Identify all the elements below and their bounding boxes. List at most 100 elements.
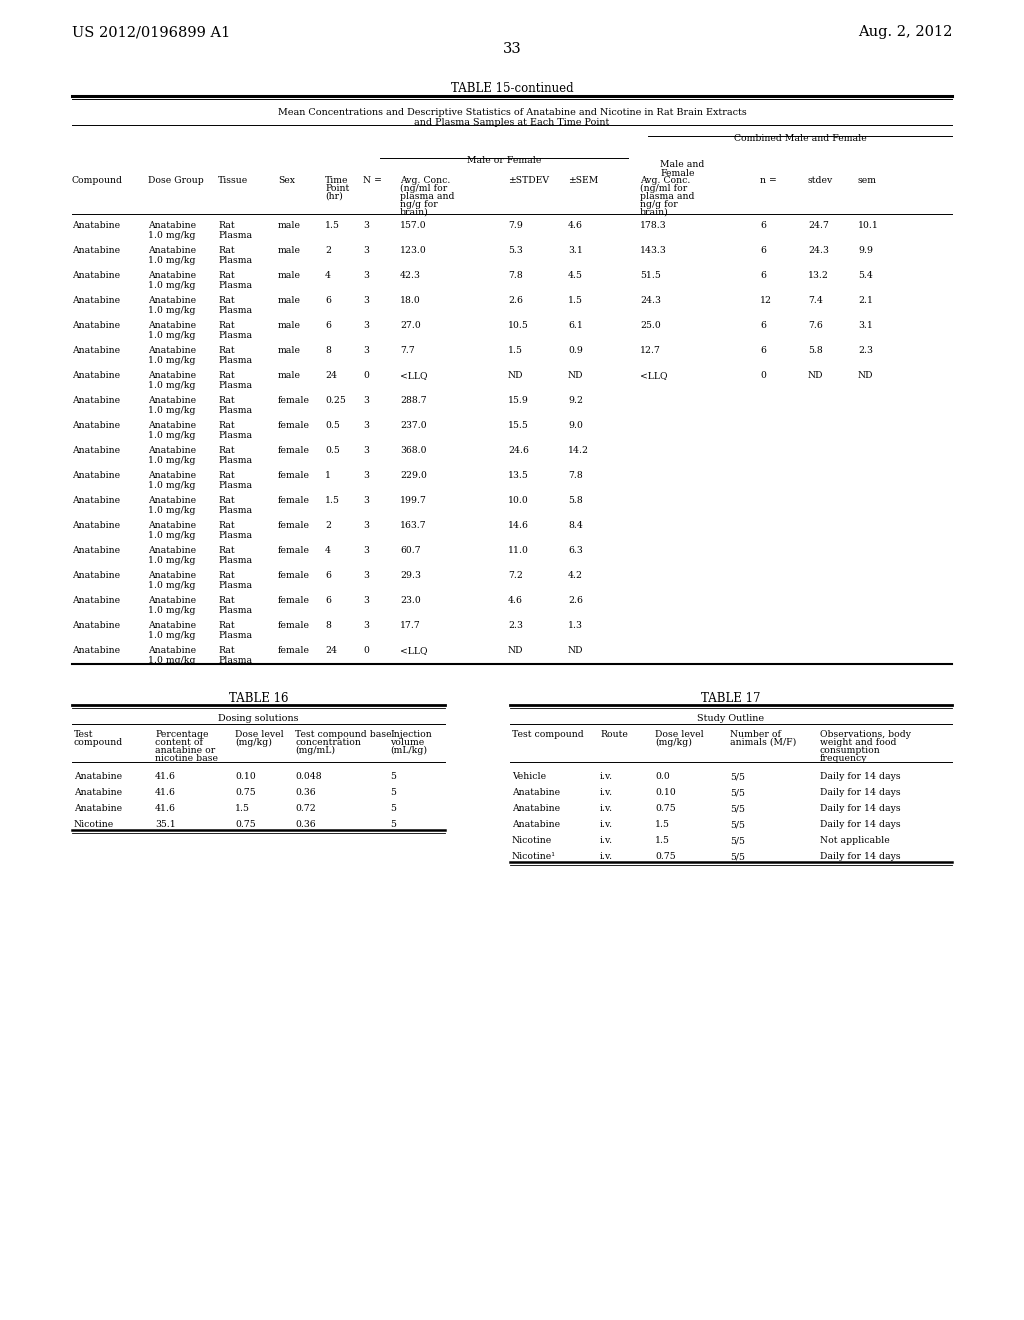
Text: female: female bbox=[278, 572, 310, 579]
Text: (hr): (hr) bbox=[325, 191, 343, 201]
Text: Anatabine: Anatabine bbox=[74, 788, 122, 797]
Text: Anatabine: Anatabine bbox=[72, 446, 120, 455]
Text: Mean Concentrations and Descriptive Statistics of Anatabine and Nicotine in Rat : Mean Concentrations and Descriptive Stat… bbox=[278, 108, 746, 117]
Text: US 2012/0196899 A1: US 2012/0196899 A1 bbox=[72, 25, 230, 40]
Text: 3.1: 3.1 bbox=[858, 321, 872, 330]
Text: 1.0 mg/kg: 1.0 mg/kg bbox=[148, 656, 196, 665]
Text: 0: 0 bbox=[362, 645, 369, 655]
Text: 1.0 mg/kg: 1.0 mg/kg bbox=[148, 480, 196, 490]
Text: Avg. Conc.: Avg. Conc. bbox=[640, 176, 690, 185]
Text: 1.5: 1.5 bbox=[325, 496, 340, 506]
Text: (mL/kg): (mL/kg) bbox=[390, 746, 427, 755]
Text: 6: 6 bbox=[325, 321, 331, 330]
Text: male: male bbox=[278, 321, 301, 330]
Text: Test: Test bbox=[74, 730, 93, 739]
Text: 51.5: 51.5 bbox=[640, 271, 660, 280]
Text: brain): brain) bbox=[400, 209, 429, 216]
Text: animals (M/F): animals (M/F) bbox=[730, 738, 797, 747]
Text: 23.0: 23.0 bbox=[400, 597, 421, 605]
Text: Sex: Sex bbox=[278, 176, 295, 185]
Text: Anatabine: Anatabine bbox=[148, 396, 197, 405]
Text: 33: 33 bbox=[503, 42, 521, 55]
Text: Nicotine: Nicotine bbox=[74, 820, 115, 829]
Text: Rat: Rat bbox=[218, 620, 234, 630]
Text: 60.7: 60.7 bbox=[400, 546, 421, 554]
Text: female: female bbox=[278, 597, 310, 605]
Text: Anatabine: Anatabine bbox=[72, 220, 120, 230]
Text: 0.75: 0.75 bbox=[234, 820, 256, 829]
Text: Rat: Rat bbox=[218, 271, 234, 280]
Text: Anatabine: Anatabine bbox=[148, 597, 197, 605]
Text: 1.0 mg/kg: 1.0 mg/kg bbox=[148, 606, 196, 615]
Text: Rat: Rat bbox=[218, 246, 234, 255]
Text: Rat: Rat bbox=[218, 346, 234, 355]
Text: 7.9: 7.9 bbox=[508, 220, 523, 230]
Text: 6.1: 6.1 bbox=[568, 321, 583, 330]
Text: female: female bbox=[278, 620, 310, 630]
Text: Anatabine: Anatabine bbox=[148, 496, 197, 506]
Text: TABLE 15-continued: TABLE 15-continued bbox=[451, 82, 573, 95]
Text: 3: 3 bbox=[362, 421, 369, 430]
Text: female: female bbox=[278, 546, 310, 554]
Text: Anatabine: Anatabine bbox=[72, 246, 120, 255]
Text: 3: 3 bbox=[362, 220, 369, 230]
Text: Point: Point bbox=[325, 183, 349, 193]
Text: Plasma: Plasma bbox=[218, 331, 252, 341]
Text: Anatabine: Anatabine bbox=[72, 620, 120, 630]
Text: Anatabine: Anatabine bbox=[72, 572, 120, 579]
Text: 0.10: 0.10 bbox=[655, 788, 676, 797]
Text: i.v.: i.v. bbox=[600, 804, 613, 813]
Text: 1.3: 1.3 bbox=[568, 620, 583, 630]
Text: 18.0: 18.0 bbox=[400, 296, 421, 305]
Text: Plasma: Plasma bbox=[218, 432, 252, 440]
Text: n =: n = bbox=[760, 176, 777, 185]
Text: Anatabine: Anatabine bbox=[72, 271, 120, 280]
Text: 42.3: 42.3 bbox=[400, 271, 421, 280]
Text: Rat: Rat bbox=[218, 645, 234, 655]
Text: 1: 1 bbox=[325, 471, 331, 480]
Text: Anatabine: Anatabine bbox=[148, 620, 197, 630]
Text: 15.5: 15.5 bbox=[508, 421, 528, 430]
Text: Anatabine: Anatabine bbox=[148, 321, 197, 330]
Text: Not applicable: Not applicable bbox=[820, 836, 890, 845]
Text: Rat: Rat bbox=[218, 446, 234, 455]
Text: 3: 3 bbox=[362, 521, 369, 531]
Text: Aug. 2, 2012: Aug. 2, 2012 bbox=[858, 25, 952, 40]
Text: ND: ND bbox=[508, 371, 523, 380]
Text: 1.5: 1.5 bbox=[568, 296, 583, 305]
Text: 13.2: 13.2 bbox=[808, 271, 828, 280]
Text: Anatabine: Anatabine bbox=[148, 572, 197, 579]
Text: male: male bbox=[278, 296, 301, 305]
Text: i.v.: i.v. bbox=[600, 836, 613, 845]
Text: female: female bbox=[278, 421, 310, 430]
Text: Plasma: Plasma bbox=[218, 231, 252, 240]
Text: 10.5: 10.5 bbox=[508, 321, 528, 330]
Text: 0.5: 0.5 bbox=[325, 446, 340, 455]
Text: 4: 4 bbox=[325, 271, 331, 280]
Text: Plasma: Plasma bbox=[218, 407, 252, 414]
Text: Compound: Compound bbox=[72, 176, 123, 185]
Text: Number of: Number of bbox=[730, 730, 781, 739]
Text: ng/g for: ng/g for bbox=[400, 201, 437, 209]
Text: 24: 24 bbox=[325, 645, 337, 655]
Text: Daily for 14 days: Daily for 14 days bbox=[820, 804, 901, 813]
Text: Rat: Rat bbox=[218, 521, 234, 531]
Text: 14.2: 14.2 bbox=[568, 446, 589, 455]
Text: 17.7: 17.7 bbox=[400, 620, 421, 630]
Text: 0.10: 0.10 bbox=[234, 772, 256, 781]
Text: 5/5: 5/5 bbox=[730, 836, 744, 845]
Text: 4.2: 4.2 bbox=[568, 572, 583, 579]
Text: 1.5: 1.5 bbox=[655, 820, 670, 829]
Text: Rat: Rat bbox=[218, 496, 234, 506]
Text: 1.0 mg/kg: 1.0 mg/kg bbox=[148, 556, 196, 565]
Text: brain): brain) bbox=[640, 209, 669, 216]
Text: 1.0 mg/kg: 1.0 mg/kg bbox=[148, 281, 196, 290]
Text: 2.1: 2.1 bbox=[858, 296, 873, 305]
Text: 1.5: 1.5 bbox=[508, 346, 523, 355]
Text: <LLQ: <LLQ bbox=[640, 371, 668, 380]
Text: 5: 5 bbox=[390, 804, 396, 813]
Text: 1.0 mg/kg: 1.0 mg/kg bbox=[148, 256, 196, 265]
Text: anatabine or: anatabine or bbox=[155, 746, 215, 755]
Text: 6: 6 bbox=[325, 572, 331, 579]
Text: Plasma: Plasma bbox=[218, 381, 252, 389]
